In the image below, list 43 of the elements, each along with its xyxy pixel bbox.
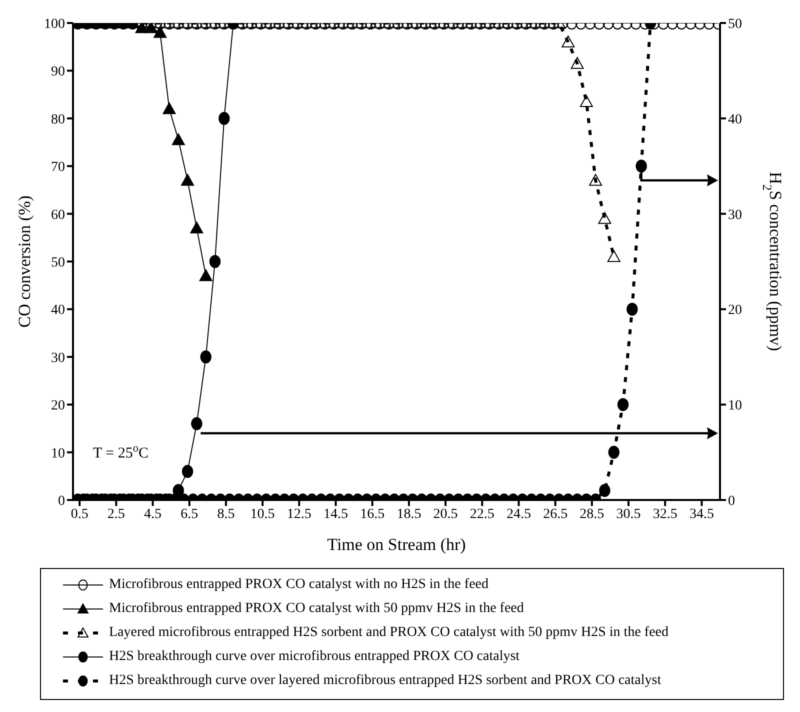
x-tick-label: 16.5 xyxy=(360,506,385,522)
y-tick-label: 60 xyxy=(51,208,65,223)
legend-label: Microfibrous entrapped PROX CO catalyst with 50 ppmv H2S in the feed xyxy=(109,601,524,617)
y-tick-label: 80 xyxy=(51,112,65,128)
x-tick-label: 32.5 xyxy=(652,506,678,522)
legend-label: H2S breakthrough curve over microfibrous entrapped PROX CO catalyst xyxy=(109,649,520,665)
legend-label: Layered microfibrous entrapped H2S sorbent and PROX CO catalyst with 50 ppmv H2S in the feed xyxy=(109,625,669,641)
x-tick-label: 4.5 xyxy=(144,506,162,522)
y-tick-label: 90 xyxy=(51,64,65,80)
x-axis-title: Time on Stream (hr) xyxy=(327,535,466,554)
legend-label: H2S breakthrough curve over layered microfibrous entrapped H2S sorbent and PROX CO catalyst xyxy=(109,673,662,689)
y-tick-label: 70 xyxy=(51,160,65,176)
y-tick-label: 50 xyxy=(51,255,65,270)
y-axis-title: CO conversion (%) xyxy=(15,195,34,328)
x-tick-label: 14.5 xyxy=(324,506,348,522)
legend-label: Microfibrous entrapped PROX CO catalyst with no H2S in the feed xyxy=(109,577,488,593)
x-tick-label: 24.5 xyxy=(506,506,531,522)
y-tick-label: 0 xyxy=(58,494,65,509)
y-tick-label: 40 xyxy=(51,303,65,318)
y2-tick-label: 0 xyxy=(728,494,735,509)
annotation: T = 25$^{o}$C xyxy=(93,442,148,462)
x-tick-label: 26.5 xyxy=(543,506,568,522)
y2-tick-label: 20 xyxy=(728,303,742,318)
y-tick-label: 30 xyxy=(51,350,65,366)
x-tick-label: 30.5 xyxy=(616,506,641,522)
x-tick-label: 2.5 xyxy=(107,506,125,522)
y2-tick-label: 30 xyxy=(728,208,742,223)
y2-tick-label: 40 xyxy=(728,112,742,128)
x-tick-label: 10.5 xyxy=(250,506,275,522)
y-tick-label: 100 xyxy=(44,16,65,32)
x-tick-label: 0.5 xyxy=(70,506,88,522)
y2-tick-label: 10 xyxy=(728,398,742,414)
x-tick-label: 18.5 xyxy=(396,506,422,522)
x-tick-label: 22.5 xyxy=(470,506,494,522)
y2-tick-label: 50 xyxy=(728,16,742,32)
x-tick-label: 20.5 xyxy=(433,506,458,522)
y-tick-label: 10 xyxy=(51,446,65,462)
x-tick-label: 34.5 xyxy=(689,506,714,522)
x-tick-label: 12.5 xyxy=(286,506,312,522)
y-tick-label: 20 xyxy=(51,398,65,414)
x-tick-label: 8.5 xyxy=(217,506,235,522)
x-tick-label: 28.5 xyxy=(580,506,604,522)
x-tick-label: 6.5 xyxy=(180,506,198,522)
